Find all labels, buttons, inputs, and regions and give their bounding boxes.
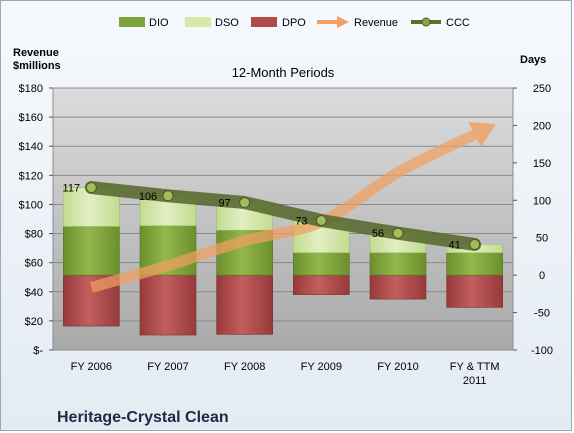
legend: DIO DSO DPO Revenue — [119, 16, 470, 29]
revenue-arrow-series — [89, 122, 497, 293]
right-axis-title: Days — [520, 54, 546, 66]
ccc-point — [392, 227, 404, 239]
right-axis: -100 -50 0 50 100 150 200 250 — [513, 83, 553, 357]
legend-swatch-dso — [185, 17, 211, 27]
right-tick-label: 100 — [533, 195, 551, 207]
left-tick-label: $40 — [25, 287, 43, 299]
left-tick-label: $- — [33, 345, 43, 357]
bar-dpo — [216, 274, 273, 335]
ccc-data-label: 97 — [219, 198, 231, 210]
left-tick-label: $80 — [25, 229, 43, 241]
legend-label-revenue: Revenue — [354, 17, 398, 29]
revenue-line — [89, 129, 478, 293]
bar-dio — [293, 252, 350, 276]
left-tick-label: $20 — [25, 316, 43, 328]
right-tick-label: 50 — [536, 233, 548, 245]
ccc-point — [315, 214, 327, 226]
left-tick-label: $60 — [25, 258, 43, 270]
bar-dio — [63, 226, 120, 276]
bar-dio — [369, 252, 427, 276]
legend-item-ccc[interactable]: CCC — [411, 17, 470, 29]
ccc-point — [162, 190, 174, 202]
right-tick-label: 150 — [533, 158, 551, 170]
legend-label-dio: DIO — [149, 17, 169, 29]
category-label: FY 2008 — [224, 361, 265, 373]
category-label: FY 2010 — [377, 361, 418, 373]
left-tick-label: $100 — [19, 199, 43, 211]
legend-item-dso[interactable]: DSO — [185, 17, 239, 29]
ccc-point — [469, 238, 481, 250]
ccc-line — [84, 181, 482, 251]
category-label: FY & TTM — [450, 361, 500, 373]
left-axis-title-line1: Revenue — [13, 47, 59, 59]
right-tick-label: 250 — [533, 83, 551, 95]
ccc-data-label: 41 — [449, 239, 461, 251]
left-tick-label: $120 — [19, 170, 43, 182]
ccc-data-label: 106 — [139, 191, 157, 203]
legend-label-ccc: CCC — [446, 17, 470, 29]
ccc-data-label: 117 — [63, 183, 81, 195]
right-tick-label: -100 — [531, 345, 553, 357]
bar-dpo — [293, 274, 350, 295]
legend-arrow-icon — [317, 16, 349, 28]
left-tick-label: $160 — [19, 112, 43, 124]
ccc-data-label: 73 — [295, 215, 307, 227]
bar-dio — [446, 252, 503, 276]
bar-dpo — [446, 274, 503, 308]
left-axis-title-line2: $millions — [13, 60, 61, 72]
right-tick-label: 200 — [533, 120, 551, 132]
bar-dpo — [139, 274, 197, 336]
category-label: FY 2006 — [71, 361, 112, 373]
revenue-arrowhead — [468, 122, 497, 148]
right-tick-label: -50 — [534, 308, 550, 320]
legend-item-revenue[interactable]: Revenue — [317, 16, 398, 29]
category-label: FY 2007 — [147, 361, 188, 373]
legend-label-dpo: DPO — [282, 17, 306, 29]
left-tick-label: $140 — [19, 141, 43, 153]
category-label: 2011 — [463, 375, 487, 387]
bar-dpo — [369, 274, 427, 300]
right-tick-label: 0 — [539, 270, 545, 282]
legend-label-dso: DSO — [215, 17, 239, 29]
company-title: Heritage-Crystal Clean — [57, 409, 229, 426]
category-axis: FY 2006 FY 2007 FY 2008 FY 2009 FY 2010 FY & … — [71, 361, 500, 387]
left-tick-label: $180 — [19, 83, 43, 95]
ccc-point — [85, 182, 97, 194]
legend-item-dpo[interactable]: DPO — [251, 17, 306, 29]
left-axis: $- $20 $40 $60 $80 $100 $120 $140 $160 $180 — [19, 83, 53, 357]
legend-line-marker-icon — [411, 17, 441, 27]
ccc-line-series: 117 106 97 73 56 41 — [63, 181, 482, 251]
category-label: FY 2009 — [301, 361, 342, 373]
legend-item-dio[interactable]: DIO — [119, 17, 169, 29]
legend-swatch-dpo — [251, 17, 277, 27]
legend-swatch-dio — [119, 17, 145, 27]
ccc-data-label: 56 — [372, 228, 384, 240]
chart-subtitle: 12-Month Periods — [232, 65, 335, 80]
ccc-point — [239, 197, 251, 209]
plot-area — [52, 87, 514, 351]
